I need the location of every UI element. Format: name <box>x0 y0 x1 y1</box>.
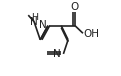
Text: N: N <box>30 17 38 27</box>
Text: O: O <box>70 2 79 12</box>
Text: N: N <box>53 49 61 59</box>
Text: OH: OH <box>84 29 100 39</box>
Text: N: N <box>39 20 47 30</box>
Text: H: H <box>31 13 38 22</box>
